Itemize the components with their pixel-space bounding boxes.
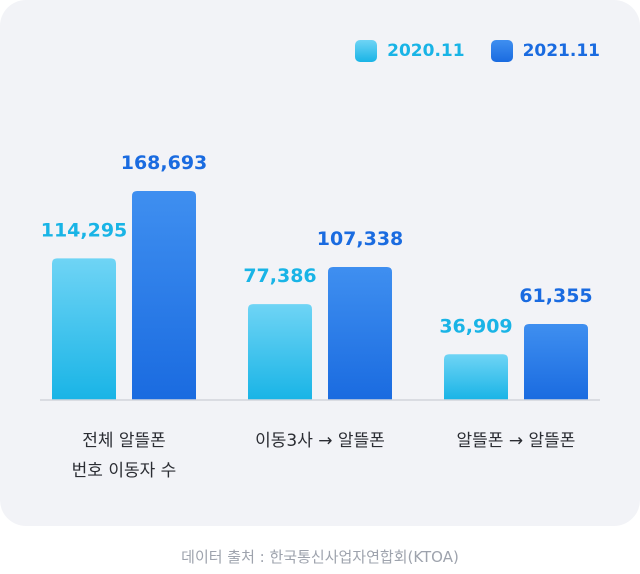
bar-1-2	[524, 323, 588, 400]
legend-label-2020: 2020.11	[387, 41, 465, 61]
category-label-1-0: 이동3사 → 알뜰폰	[255, 431, 385, 451]
legend-item-2021: 2021.11	[490, 40, 600, 62]
data-label-1-2: 61,355	[519, 285, 592, 307]
bar-1-1	[328, 266, 392, 400]
legend-swatch-2020	[355, 40, 378, 62]
data-label-0-2: 36,909	[439, 315, 512, 337]
data-label-1-0: 168,693	[121, 152, 208, 174]
bar-0-1	[248, 304, 312, 400]
bar-chart: 114,295168,69377,386107,33836,90961,355 …	[40, 152, 600, 481]
legend-swatch-2021	[490, 40, 513, 62]
legend-item-2020: 2020.11	[355, 40, 465, 62]
category-label-0-0: 전체 알뜰폰	[82, 431, 166, 451]
bar-0-0	[52, 258, 116, 400]
legend: 2020.11 2021.11	[329, 40, 600, 62]
source-note: 데이터 출처 : 한국통신사업자연합회(KTOA)	[181, 548, 459, 566]
category-label-0-1: 번호 이동자 수	[72, 461, 177, 481]
bar-1-0	[132, 190, 196, 400]
legend-label-2021: 2021.11	[522, 41, 600, 61]
category-label-2-0: 알뜰폰 → 알뜰폰	[457, 431, 576, 451]
bar-0-2	[444, 354, 508, 400]
data-label-0-0: 114,295	[41, 219, 128, 241]
data-label-1-1: 107,338	[317, 228, 404, 250]
data-label-0-1: 77,386	[243, 265, 316, 287]
